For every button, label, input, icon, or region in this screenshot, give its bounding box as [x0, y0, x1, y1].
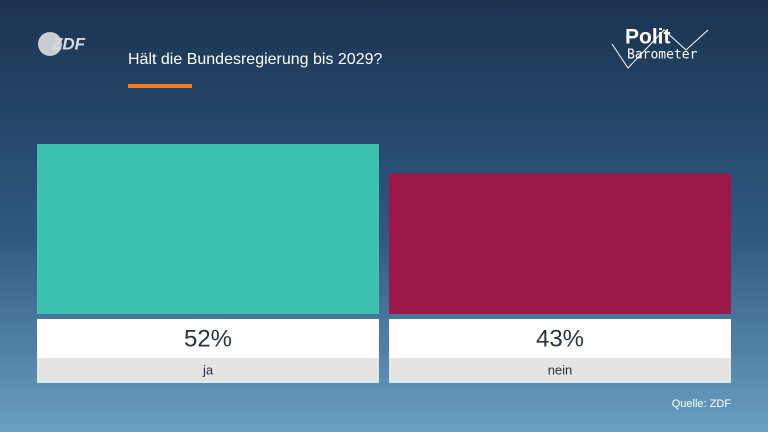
- x-tick-label: ja: [202, 362, 214, 377]
- brand-line2: Barometer: [627, 48, 698, 63]
- bar: [37, 144, 379, 314]
- logo-mark: [38, 32, 62, 56]
- category-box: [37, 358, 379, 383]
- value-label: 52%: [184, 325, 232, 352]
- source: Quelle: ZDF: [672, 398, 732, 410]
- logo: ZDF: [51, 34, 86, 53]
- category-box: [389, 358, 731, 383]
- chart-title: Hält die Bundesregierung bis 2029?: [128, 51, 383, 68]
- value-label: 43%: [536, 325, 584, 352]
- bar: [389, 173, 731, 314]
- value-box: [37, 319, 379, 358]
- title-underline: [128, 84, 192, 88]
- x-tick-label: nein: [548, 362, 573, 377]
- value-box: [389, 319, 731, 358]
- brand-line1: Polit: [625, 26, 671, 49]
- brand-check: [611, 29, 709, 69]
